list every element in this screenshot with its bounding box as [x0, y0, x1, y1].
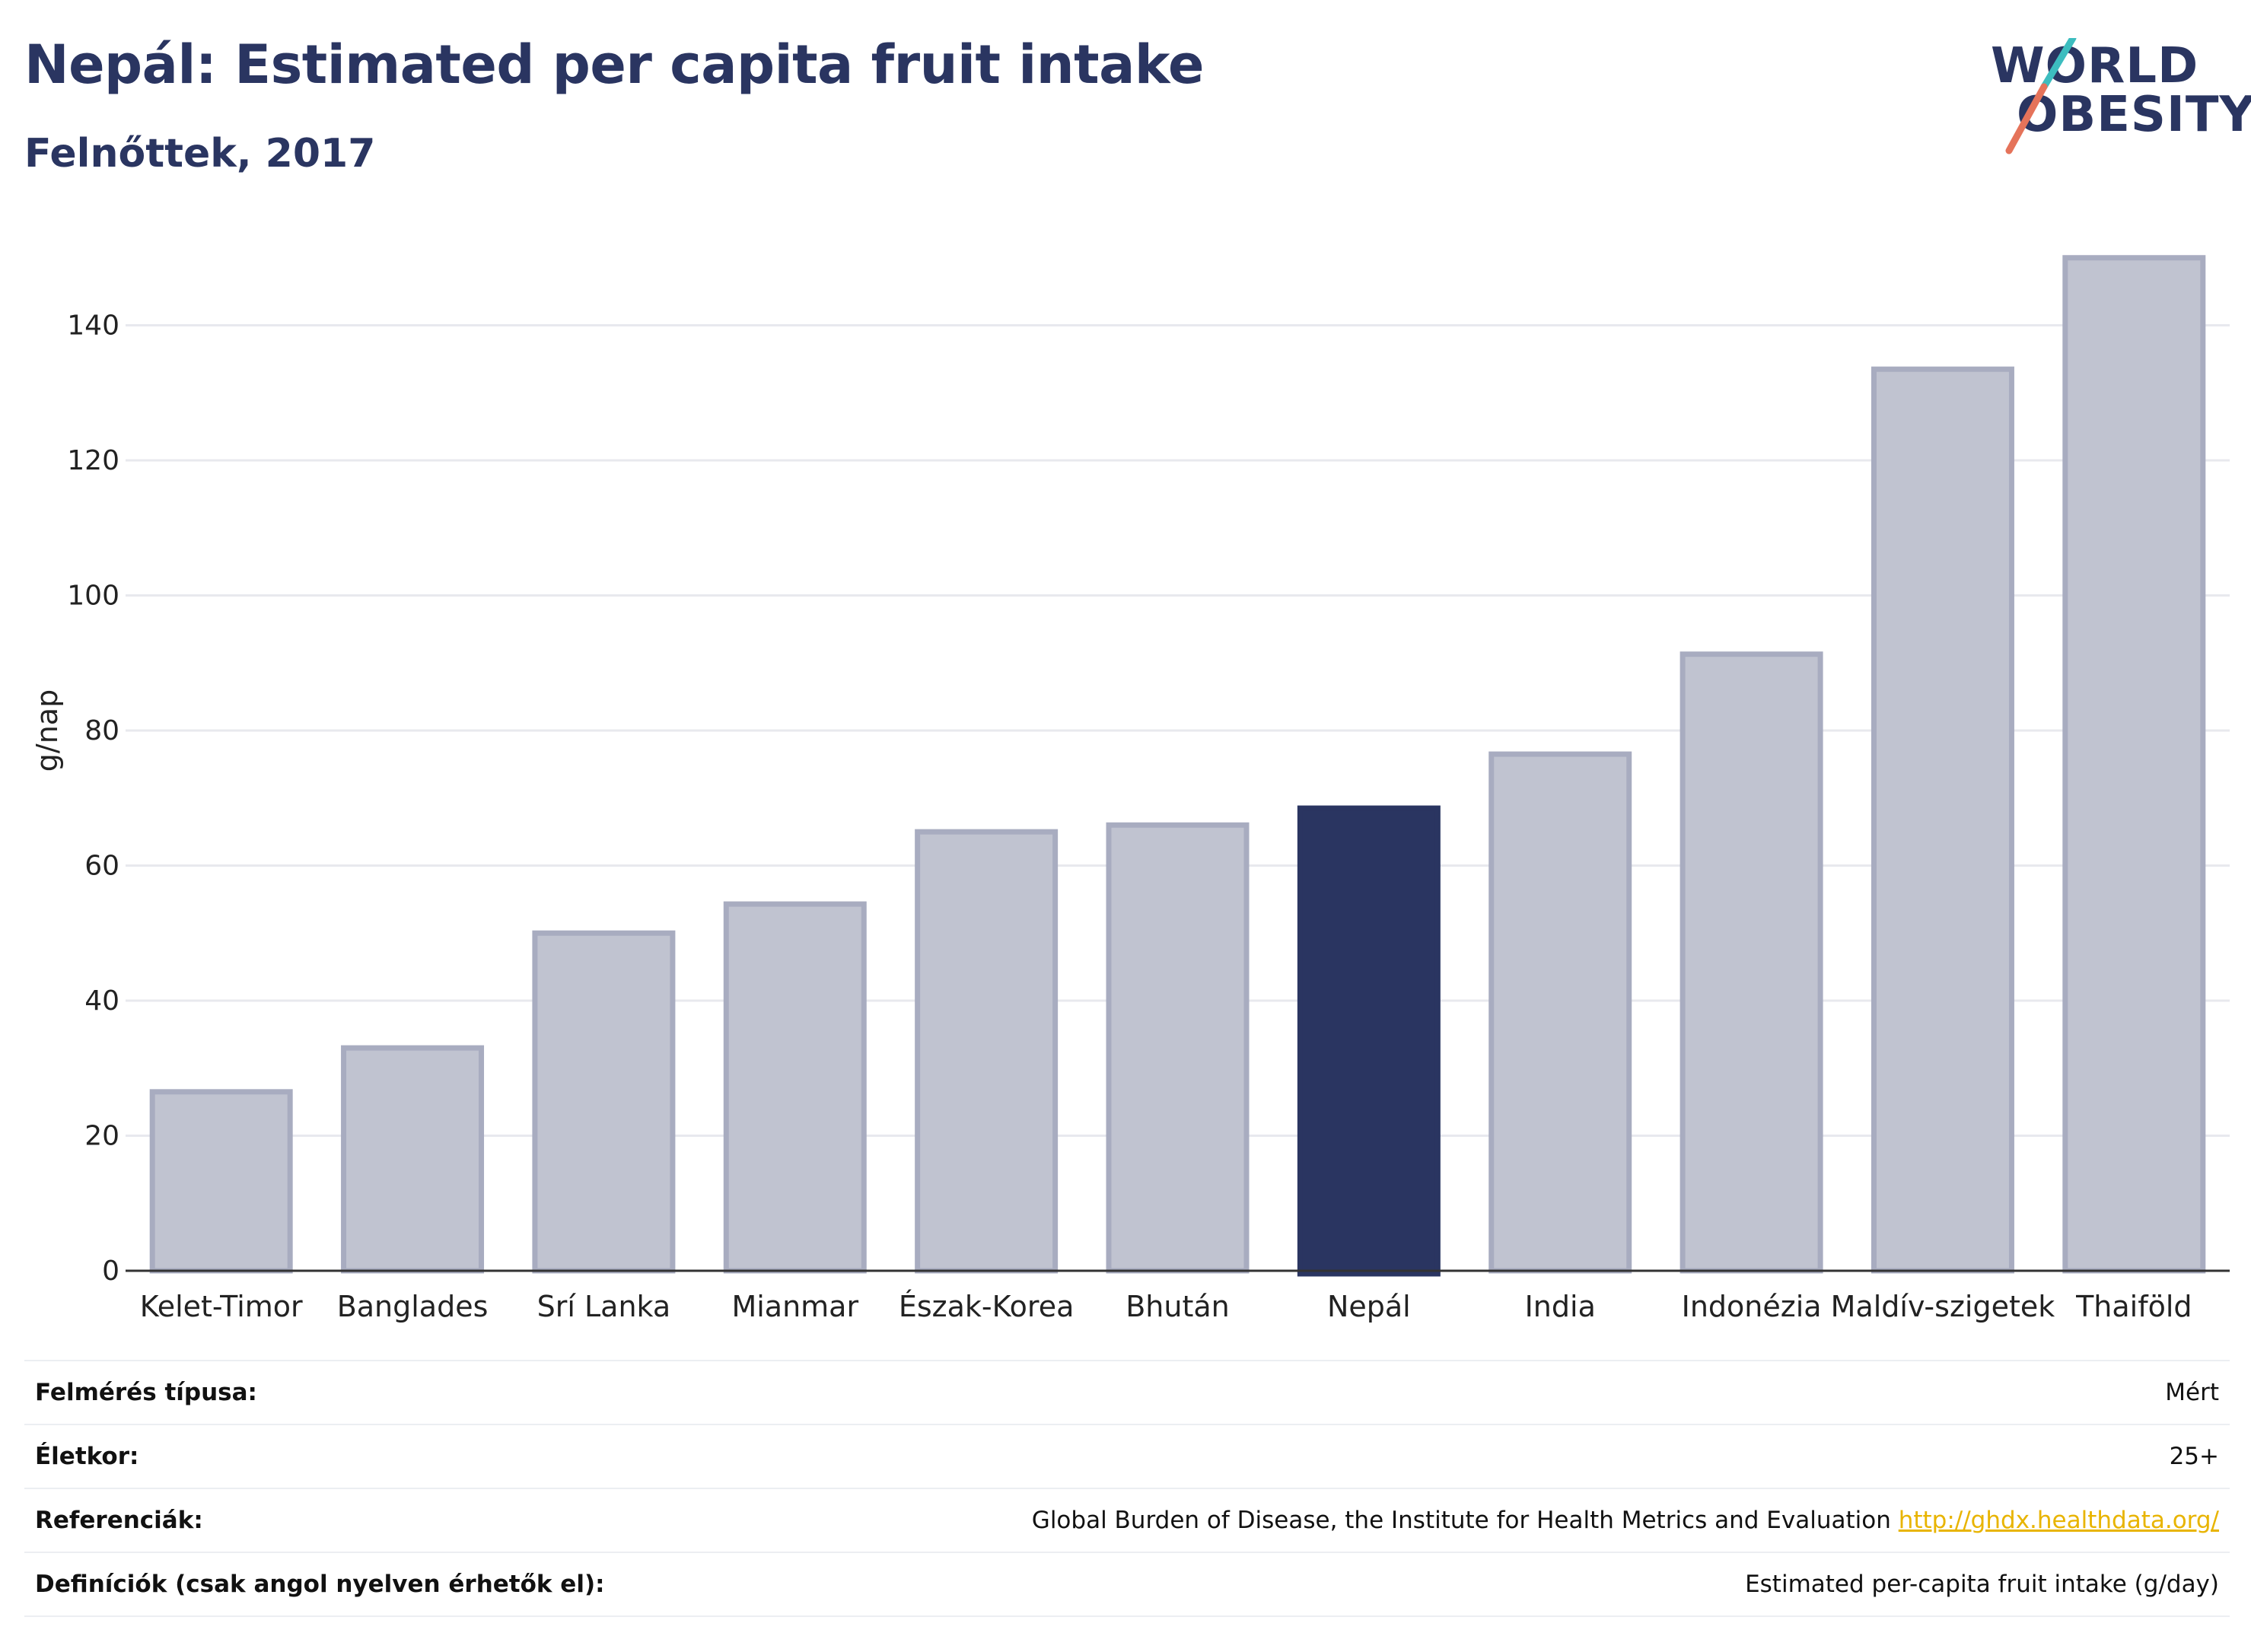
- bar-maldív-szigetek: [1871, 366, 2014, 1274]
- info-table: Felmérés típusa: Mért Életkor: 25+ Refer…: [24, 1360, 2230, 1617]
- info-value: Estimated per-capita fruit intake (g/day…: [1745, 1571, 2219, 1598]
- y-tick-label: 0: [102, 1256, 119, 1287]
- y-tick-label: 60: [84, 851, 119, 882]
- info-row-references: Referenciák: Global Burden of Disease, t…: [24, 1488, 2230, 1552]
- chart-title: Nepál: Estimated per capita fruit intake: [24, 33, 1204, 96]
- logo-slash-icon: [2005, 38, 2077, 154]
- x-tick-label: Maldív-szigetek: [1831, 1290, 2055, 1323]
- info-row-definitions: Definíciók (csak angol nyelven érhetők e…: [24, 1552, 2230, 1617]
- x-tick-label: Észak-Korea: [899, 1290, 1075, 1323]
- y-tick-labels: 0 20 40 60 80 100 120 140: [67, 310, 119, 1288]
- bar-nepál: [1297, 805, 1441, 1277]
- y-tick-label: 100: [67, 581, 119, 612]
- y-tick-label: 20: [84, 1121, 119, 1152]
- info-value: 25+: [2169, 1443, 2219, 1470]
- bar-banglades: [341, 1045, 485, 1274]
- reference-link[interactable]: http://ghdx.healthdata.org/: [1898, 1507, 2219, 1534]
- info-key: Referenciák:: [35, 1507, 203, 1534]
- bar-észak-korea: [915, 829, 1059, 1274]
- bar-chart: 0 20 40 60 80 100 120 140 Kelet-Timor Banglades S…: [30, 255, 2230, 1323]
- y-tick-label: 80: [84, 715, 119, 746]
- x-tick-label: Thaiföld: [2075, 1290, 2192, 1323]
- logo-word-obesity: OBESITY: [2017, 87, 2251, 143]
- chart-subtitle: Felnőttek, 2017: [24, 131, 376, 177]
- y-axis-label: g/nap: [30, 689, 64, 772]
- bar-indonézia: [1679, 651, 1823, 1274]
- bar-bhután: [1106, 822, 1250, 1274]
- info-row-survey-type: Felmérés típusa: Mért: [24, 1360, 2230, 1424]
- y-tick-label: 40: [84, 985, 119, 1017]
- world-obesity-logo: WORLD OBESITY: [1986, 38, 2251, 160]
- bar-srí-lanka: [532, 930, 676, 1274]
- x-tick-label: Indonézia: [1682, 1290, 1822, 1323]
- bar-mianmar: [723, 901, 867, 1274]
- info-value-references: Global Burden of Disease, the Institute …: [1032, 1507, 2230, 1534]
- info-key: Életkor:: [35, 1443, 139, 1470]
- x-tick-label: Nepál: [1327, 1290, 1411, 1323]
- bar-india: [1488, 751, 1632, 1274]
- reference-text: Global Burden of Disease, the Institute …: [1031, 1507, 1891, 1534]
- info-key: Definíciók (csak angol nyelven érhetők e…: [35, 1571, 605, 1598]
- bars: [149, 255, 2206, 1277]
- info-value: Mért: [2165, 1379, 2219, 1406]
- x-tick-label: Bhután: [1126, 1290, 1230, 1323]
- bar-kelet-timor: [149, 1089, 293, 1274]
- x-tick-label: India: [1525, 1290, 1596, 1323]
- logo-word-world: WORLD: [1991, 38, 2199, 94]
- bar-thaiföld: [2062, 255, 2206, 1274]
- y-tick-label: 140: [67, 310, 119, 342]
- y-tick-label: 120: [67, 445, 119, 476]
- x-tick-label: Kelet-Timor: [140, 1290, 303, 1323]
- x-tick-labels: Kelet-Timor Banglades Srí Lanka Mianmar Észa…: [140, 1290, 2192, 1323]
- x-tick-label: Banglades: [337, 1290, 489, 1323]
- info-row-age: Életkor: 25+: [24, 1424, 2230, 1488]
- x-tick-label: Srí Lanka: [537, 1290, 671, 1323]
- info-key: Felmérés típusa:: [35, 1379, 257, 1406]
- x-tick-label: Mianmar: [731, 1290, 858, 1323]
